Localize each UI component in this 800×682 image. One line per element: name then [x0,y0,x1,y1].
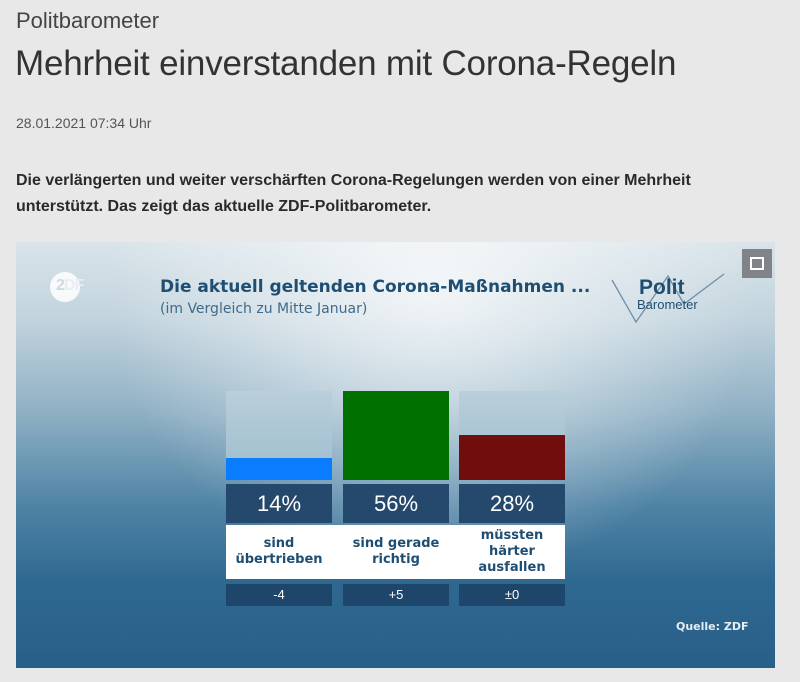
category-label-2: sind gerade richtig [352,536,440,567]
article-lead: Die verlängerten und weiter verschärften… [16,172,691,215]
bar-track-2 [343,391,449,480]
chart-title: Die aktuell geltenden Corona-Maßnahmen .… [160,277,591,297]
bar-track-3 [459,391,565,480]
zdf-logo-part2: DF [63,277,84,294]
article-kicker: Politbarometer [16,8,160,33]
category-label-1: sind übertrieben [235,536,323,567]
fullscreen-button[interactable] [742,249,772,278]
category-label-strip [226,525,565,579]
article-date: 28.01.2021 07:34 Uhr [16,115,152,131]
bar-3 [459,435,565,480]
zdf-logo-text: 2DF [56,277,84,295]
zdf-logo-part1: 2 [56,277,65,294]
chart-subtitle: (im Vergleich zu Mitte Januar) [160,301,368,317]
category-label-3: müssten härter ausfallen [478,528,546,575]
zdf-logo-icon [50,272,80,302]
value-label-3: 28% [459,484,565,523]
value-label-2: 56% [343,484,449,523]
source-label: Quelle: ZDF [676,620,749,633]
change-label-3: ±0 [459,584,565,606]
bar-2 [343,391,449,480]
bar-track-1 [226,391,332,480]
politbarometer-logo-icon [611,273,725,324]
change-label-1: -4 [226,584,332,606]
bar-1 [226,458,332,480]
value-label-1: 14% [226,484,332,523]
change-label-2: +5 [343,584,449,606]
article-title: Mehrheit einverstanden mit Corona-Regeln [15,44,677,83]
politbarometer-logo-line2: Barometer [637,297,698,312]
chart-graphic: 2DF Die aktuell geltenden Corona-Maßnahm… [16,242,775,668]
politbarometer-logo-line1: Polit [639,276,685,299]
